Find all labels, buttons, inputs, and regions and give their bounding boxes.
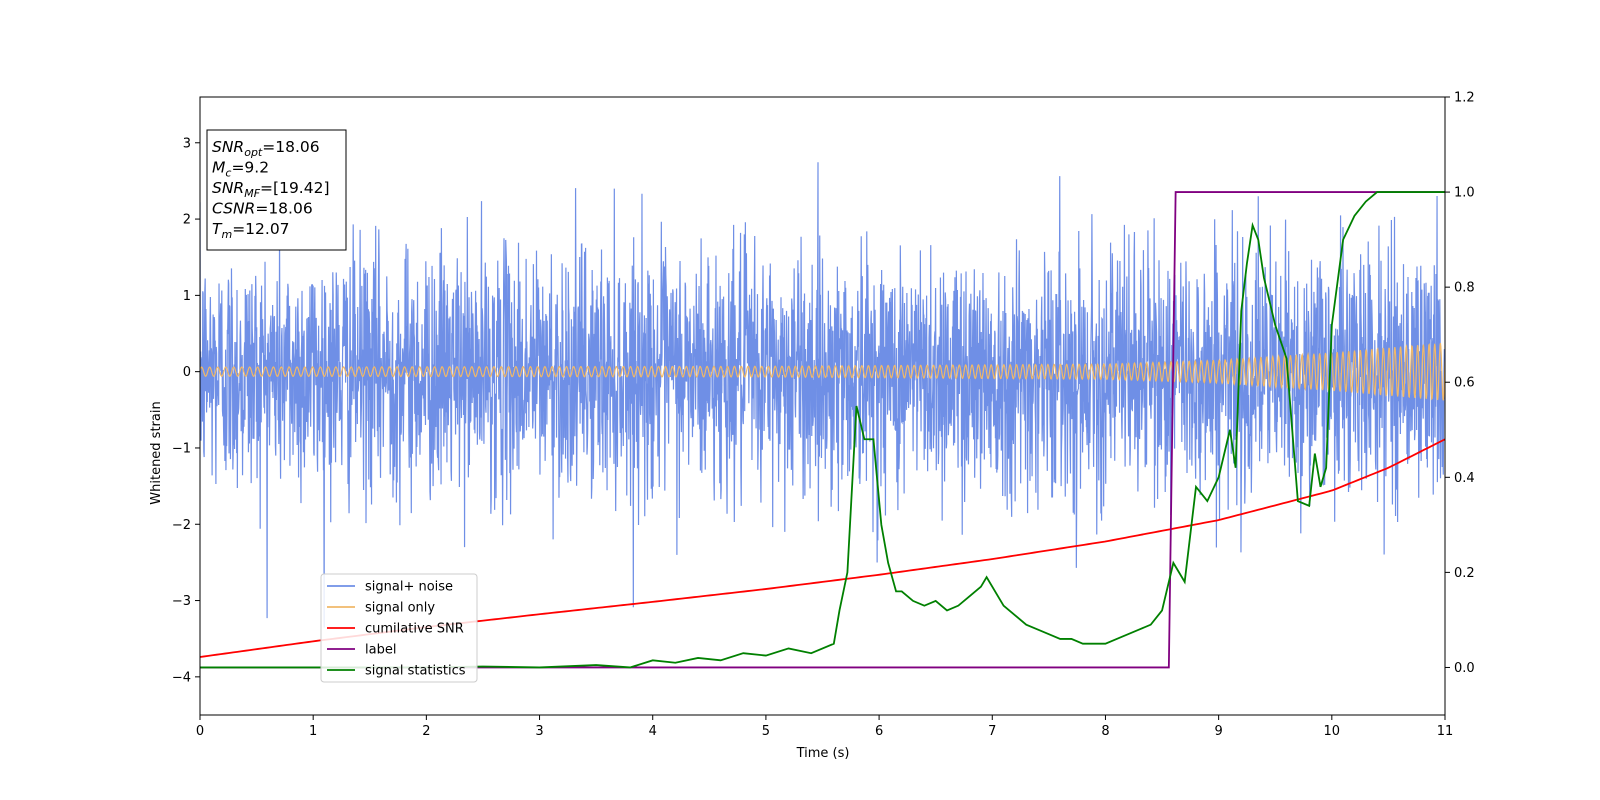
y-tick-label: −4 [172,670,191,685]
x-axis-title: Time (s) [796,746,850,761]
y2-tick-label: 1.0 [1454,186,1475,201]
annotation-line: SNRMF=[19.42] [212,179,330,200]
y-axis-title: Whitened strain [149,401,164,504]
x-tick-label: 8 [1101,724,1109,739]
annotation-line: SNRopt=18.06 [212,138,320,159]
x-tick-label: 9 [1214,724,1222,739]
axes-frame [199,96,1446,716]
legend-frame [320,573,478,683]
annotation-line: Tm=12.07 [212,220,290,241]
x-tick-label: 1 [309,724,317,739]
series-label [200,191,1445,669]
y-tick-label: 3 [183,136,191,151]
stats-annotation: SNRopt=18.06Mc=9.2SNRMF=[19.42]CSNR=18.0… [206,129,347,251]
legend-label: label [365,643,396,658]
x-tick-label: 3 [535,724,543,739]
legend: signal+ noise signal only cumilative SNR la… [320,573,478,683]
legend-label: cumilative SNR [365,622,464,637]
y2-tick-label: 0.0 [1454,661,1475,676]
x-tick-label: 7 [988,724,996,739]
y-tick-label: 1 [183,289,191,304]
annotation-line: CSNR=18.06 [212,200,313,218]
x-tick-label: 2 [422,724,430,739]
x-tick-label: 11 [1437,724,1454,739]
annotation-frame [206,129,347,251]
series-signal-only [200,342,1445,401]
y2-tick-label: 0.6 [1454,376,1475,391]
y2-tick-label: 1.2 [1454,91,1475,106]
legend-label: signal statistics [365,664,466,679]
series-signal-statistics [200,191,1445,669]
y-tick-label: −1 [172,441,191,456]
annotation-line: Mc=9.2 [212,159,269,180]
legend-label: signal+ noise [365,580,453,595]
y2-tick-label: 0.2 [1454,566,1475,581]
y2-tick-label: 0.4 [1454,471,1475,486]
y-tick-label: −3 [172,594,191,609]
y2-tick-label: 0.8 [1454,281,1475,296]
x-tick-label: 6 [875,724,883,739]
legend-label: signal only [365,601,435,616]
series-signal-noise [200,162,1445,628]
y-tick-label: 0 [183,365,191,380]
x-tick-label: 10 [1324,724,1341,739]
x-tick-label: 0 [196,724,204,739]
axes: 0 1 2 3 4 5 6 7 8 9 10 113210−1−2−3−41.21.00.80.60.… [172,91,1475,740]
y-tick-label: 2 [183,213,191,228]
y-tick-label: −2 [172,518,191,533]
x-tick-label: 5 [762,724,770,739]
x-tick-label: 4 [649,724,657,739]
